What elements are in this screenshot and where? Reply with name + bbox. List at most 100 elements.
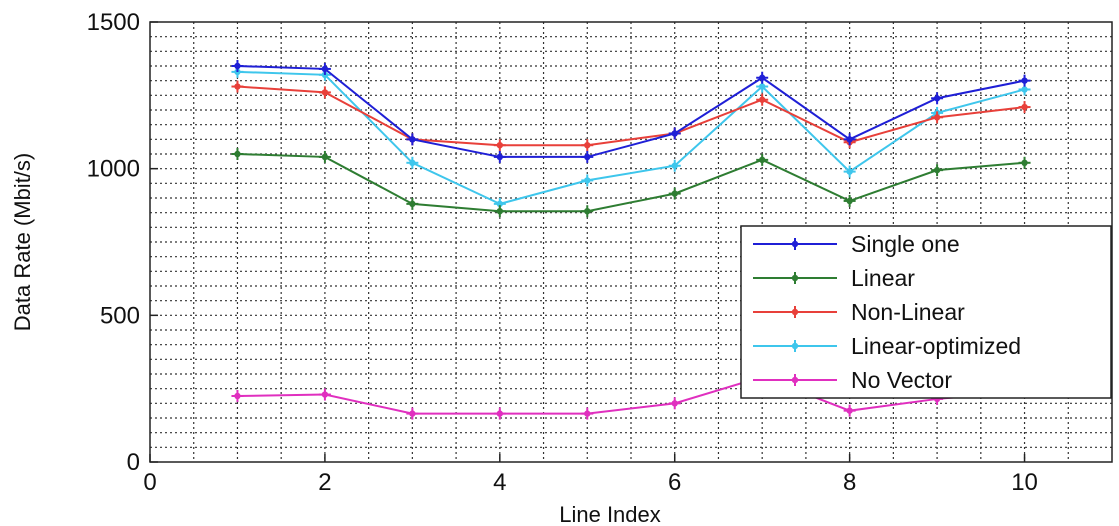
marker-dot [496, 153, 504, 161]
data-point [493, 150, 506, 163]
legend-label: Non-Linear [851, 299, 965, 325]
marker-dot [496, 208, 504, 215]
marker-dot [234, 150, 241, 158]
x-tick-label: 10 [1011, 469, 1038, 496]
marker-dot [496, 200, 504, 208]
marker-dot [758, 74, 766, 81]
marker-dot [671, 400, 678, 407]
marker-dot [791, 240, 799, 248]
data-point [318, 388, 331, 401]
series-linear-optimized [231, 65, 1031, 210]
data-point [406, 197, 419, 210]
data-point [406, 133, 419, 146]
marker-dot [791, 308, 799, 316]
marker-dot [846, 197, 853, 205]
marker-dot [671, 190, 678, 197]
marker-dot [321, 89, 329, 96]
marker-dot [234, 62, 241, 70]
marker-dot [409, 159, 416, 166]
data-point [581, 139, 594, 152]
marker-dot [846, 168, 853, 175]
legend-swatch-marker [789, 340, 801, 352]
data-point [231, 60, 244, 72]
data-point [756, 93, 769, 106]
data-point [581, 150, 594, 163]
marker-dot [758, 156, 766, 164]
series-linear [231, 148, 1031, 218]
data-point [668, 127, 681, 140]
marker-dot [496, 410, 504, 417]
marker-dot [933, 114, 941, 121]
y-tick-label: 0 [127, 449, 140, 476]
series-line [237, 153, 1025, 213]
legend-label: Linear-optimized [851, 333, 1021, 359]
data-point [581, 174, 594, 187]
legend-item: Single one [753, 231, 960, 257]
marker-dot [321, 65, 329, 73]
marker-dot [321, 391, 329, 398]
data-point [756, 71, 769, 84]
marker-dot [409, 200, 416, 208]
legend-swatch-marker [789, 272, 801, 284]
data-point [843, 133, 856, 146]
marker-dot [1021, 103, 1028, 111]
marker-dot [791, 342, 799, 350]
marker-dot [584, 142, 591, 149]
marker-dot [234, 392, 241, 400]
marker-dot [933, 166, 941, 174]
data-point [231, 148, 244, 160]
series-line [237, 375, 1025, 415]
legend-item: Linear [753, 265, 915, 291]
data-point [756, 153, 769, 166]
marker-dot [758, 96, 766, 103]
legend-label: Single one [851, 231, 960, 257]
y-tick-label: 500 [100, 302, 140, 329]
legend-item: Non-Linear [753, 299, 965, 325]
data-point [406, 156, 419, 169]
data-point [931, 111, 944, 124]
marker-dot [671, 130, 678, 137]
data-point [843, 404, 856, 417]
x-tick-label: 2 [318, 469, 331, 496]
data-point [493, 139, 506, 152]
data-point [318, 86, 331, 99]
data-point [318, 150, 331, 163]
data-point [231, 80, 244, 93]
data-point [843, 165, 856, 178]
data-point [318, 62, 331, 75]
data-point [756, 80, 769, 93]
data-point [668, 187, 681, 200]
plot-frame [149, 21, 1113, 463]
series-line [237, 65, 1025, 158]
marker-dot [1021, 86, 1028, 93]
marker-dot [584, 208, 591, 215]
data-point [493, 407, 506, 420]
data-point [581, 407, 594, 420]
data-point [493, 205, 506, 218]
ticks: 0 2 4 6 8 10 0 500 1000 1500 [87, 9, 1038, 496]
data-point [668, 159, 681, 172]
series-single-one [231, 60, 1031, 163]
marker-dot [758, 83, 766, 90]
data-point [843, 194, 856, 207]
marker-dot [671, 162, 678, 169]
marker-dot [846, 136, 853, 143]
data-point [231, 390, 244, 402]
data-point [931, 164, 944, 177]
marker-dot [234, 83, 241, 90]
data-point [931, 92, 944, 105]
marker-dot [409, 410, 416, 417]
marker-dot [584, 410, 591, 417]
marker-dot [1021, 159, 1028, 166]
marker-dot [791, 376, 799, 384]
marker-dot [584, 153, 591, 161]
data-point [668, 397, 681, 410]
legend-swatch-marker [789, 306, 801, 318]
legend-swatch-marker [789, 374, 801, 386]
data-point [581, 205, 594, 218]
legend-label: No Vector [851, 367, 952, 393]
x-tick-label: 8 [843, 469, 856, 496]
legend-label: Linear [851, 265, 915, 291]
legend: Single one Linear Non-Linear Linear-optimiz… [740, 225, 1112, 399]
